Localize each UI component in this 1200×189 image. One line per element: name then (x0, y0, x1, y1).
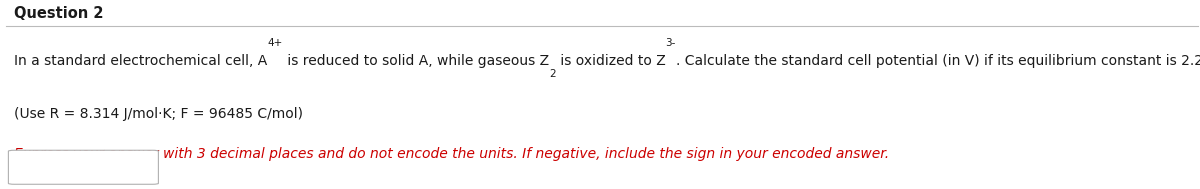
Text: is oxidized to Z: is oxidized to Z (556, 54, 665, 68)
Text: In a standard electrochemical cell, A: In a standard electrochemical cell, A (14, 54, 268, 68)
Text: 3-: 3- (665, 38, 676, 48)
Text: Question 2: Question 2 (14, 6, 104, 21)
Text: is reduced to solid A, while gaseous Z: is reduced to solid A, while gaseous Z (283, 54, 550, 68)
Text: (Use R = 8.314 J/mol·K; F = 96485 C/mol): (Use R = 8.314 J/mol·K; F = 96485 C/mol) (14, 107, 304, 121)
Text: Express your answer with 3 decimal places and do not encode the units. If negati: Express your answer with 3 decimal place… (14, 147, 889, 161)
Text: 2: 2 (550, 69, 556, 79)
FancyBboxPatch shape (8, 150, 158, 184)
Text: 4+: 4+ (268, 38, 283, 48)
Text: . Calculate the standard cell potential (in V) if its equilibrium constant is 2.: . Calculate the standard cell potential … (676, 54, 1200, 68)
